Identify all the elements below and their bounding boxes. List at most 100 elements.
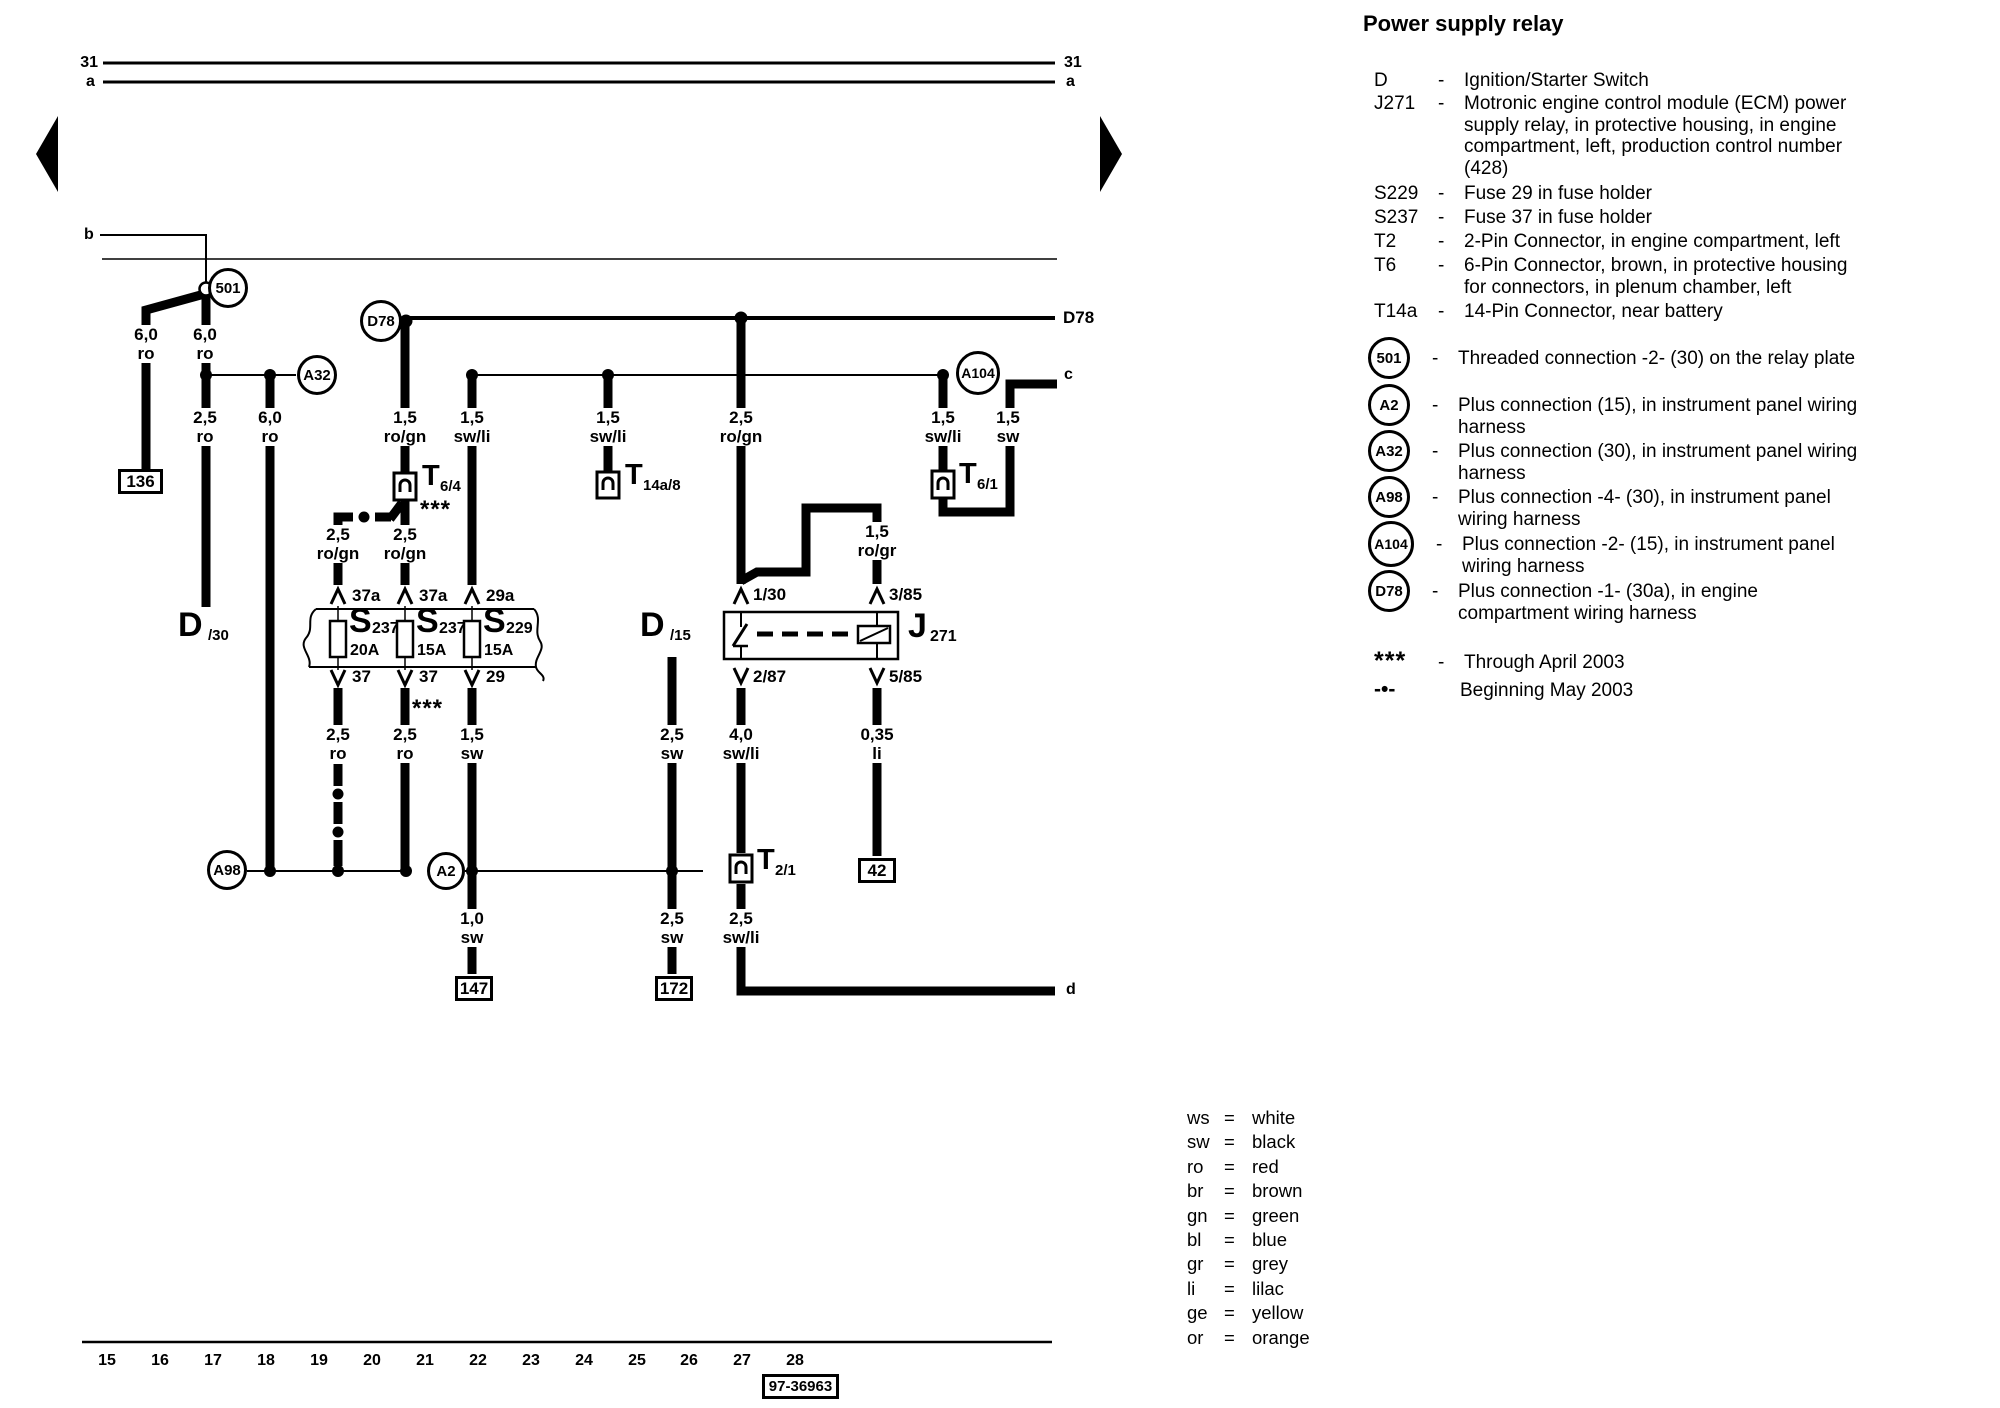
- wire-label: 2,5 ro: [190, 408, 220, 446]
- connection-description: Plus connection (30), in instrument pane…: [1458, 441, 1858, 484]
- stars-symbol: ***: [1374, 647, 1407, 675]
- connection-d78: D78: [360, 300, 402, 342]
- dashdot-dot: [332, 788, 344, 800]
- color-abbr: ws: [1187, 1107, 1210, 1128]
- fuse-symbol: [395, 619, 415, 659]
- relay-terminal-1-30: 1/30: [753, 585, 787, 604]
- color-abbr: or: [1187, 1326, 1204, 1348]
- connector-t21-pins: 2/1: [775, 862, 796, 879]
- color-name: green: [1252, 1204, 1300, 1226]
- wire-label: 1,5 sw: [457, 725, 487, 763]
- ignition-switch-d15-terminal: /15: [670, 627, 691, 644]
- connection-a104: A104: [956, 351, 1000, 395]
- wire-label: 2,5 ro/gn: [313, 525, 363, 563]
- dashdot-dot: [332, 826, 344, 838]
- legend-entry-a32: A32 - Plus connection (30), in instrumen…: [1368, 430, 1974, 484]
- connection-a32: A32: [297, 355, 337, 395]
- component-code: S237: [1374, 207, 1419, 228]
- legend-note-dashdot: -•- Beginning May 2003: [1374, 679, 1974, 702]
- wire-label: 2,5 sw: [657, 909, 687, 947]
- legend-entry-501: 501 - Threaded connection -2- (30) on th…: [1368, 337, 1974, 379]
- fuse3-amps: 15A: [484, 642, 514, 659]
- separator-dash: -: [1438, 231, 1445, 252]
- wire-t21-d: [736, 884, 1055, 996]
- connection-description: Plus connection (15), in instrument pane…: [1458, 395, 1858, 438]
- connection-circle-a98: A98: [1368, 476, 1410, 518]
- separator-dash: -: [1436, 534, 1443, 555]
- color-code-row: br = brown: [1187, 1179, 1310, 1203]
- wire-label: 2,5 ro/gn: [380, 525, 430, 563]
- color-name: brown: [1252, 1180, 1303, 1202]
- separator-dash: -: [1438, 207, 1445, 228]
- color-code-row: sw = black: [1187, 1130, 1310, 1154]
- relay-number: 271: [930, 628, 957, 645]
- connection-circle-d78: D78: [1368, 570, 1410, 612]
- connection-501: 501: [208, 268, 248, 308]
- relay-coil-symbol: [856, 613, 892, 658]
- wire-label: 4,0 sw/li: [719, 725, 763, 763]
- color-abbr: br: [1187, 1180, 1204, 1202]
- rail-c-label: c: [1064, 366, 1073, 383]
- track-number: 16: [151, 1352, 169, 1369]
- rail-d78-label: D78: [1063, 308, 1095, 327]
- junction-dots: [200, 311, 949, 877]
- fuse3-number: 229: [506, 620, 533, 637]
- color-code-row: ge = yellow: [1187, 1301, 1310, 1325]
- color-name: black: [1252, 1131, 1296, 1153]
- legend-entry-t6: T6 - 6-Pin Connector, brown, in protecti…: [1374, 255, 1974, 298]
- component-description: 6-Pin Connector, brown, in protective ho…: [1464, 255, 1848, 298]
- separator-dash: -: [1438, 70, 1445, 91]
- component-description: Fuse 29 in fuse holder: [1464, 183, 1653, 204]
- connector-t64-symbol: T: [422, 460, 440, 492]
- track-number: 18: [257, 1352, 275, 1369]
- equals-sign: =: [1224, 1155, 1235, 1177]
- separator-dash: -: [1438, 183, 1445, 204]
- wire-label: 1,5 sw/li: [450, 408, 494, 446]
- equals-sign: =: [1224, 1326, 1235, 1348]
- separator-dash: -: [1432, 581, 1439, 602]
- equals-sign: =: [1224, 1204, 1235, 1226]
- connection-a98: A98: [207, 850, 247, 890]
- connector-t61-symbol: T: [959, 458, 977, 490]
- equals-sign: =: [1224, 1302, 1235, 1324]
- track-number: 22: [469, 1352, 487, 1369]
- wire-label: 1,5 sw: [993, 408, 1023, 446]
- separator-dash: -: [1438, 255, 1445, 276]
- color-abbr: ro: [1187, 1155, 1204, 1177]
- through-april-2003-marker: ***: [420, 496, 452, 523]
- relay-box: [722, 610, 900, 661]
- relay-terminal-2-87: 2/87: [753, 667, 787, 686]
- connection-a2: A2: [427, 852, 465, 890]
- legend-entry-t2: T2 - 2-Pin Connector, in engine compartm…: [1374, 231, 1974, 253]
- component-description: 14-Pin Connector, near battery: [1464, 301, 1723, 322]
- terminal-box-147: 147: [455, 976, 493, 1001]
- color-abbr: bl: [1187, 1229, 1202, 1251]
- connector-t14a8-symbol: T: [625, 459, 643, 491]
- track-number: 23: [522, 1352, 540, 1369]
- component-description: 2-Pin Connector, in engine compartment, …: [1464, 231, 1840, 252]
- wire-label: 0,35 li: [857, 725, 897, 763]
- relay-terminal-3-85: 3/85: [889, 585, 923, 604]
- separator-dash: -: [1432, 441, 1439, 462]
- wire-label: 6,0 ro: [255, 408, 285, 446]
- rail-a-left-label: a: [86, 73, 95, 90]
- wire-label: 2,5 ro/gn: [716, 408, 766, 446]
- fuse3-bottom-terminal: 29: [486, 667, 505, 686]
- ignition-switch-d15-symbol: D: [640, 606, 665, 644]
- terminal-box-42: 42: [858, 858, 896, 883]
- fuse-band-right-wave: [533, 608, 545, 682]
- legend-note-stars: *** - Through April 2003: [1374, 647, 1974, 675]
- color-code-row: li = lilac: [1187, 1277, 1310, 1301]
- rail-d-label: d: [1066, 981, 1076, 998]
- track-number: 17: [204, 1352, 222, 1369]
- rail-b-label: b: [84, 226, 94, 243]
- color-name: white: [1252, 1107, 1296, 1128]
- connector-icons: [392, 469, 956, 884]
- equals-sign: =: [1224, 1107, 1235, 1128]
- legend-entry-s237: S237 - Fuse 37 in fuse holder: [1374, 207, 1974, 229]
- component-description: Motronic engine control module (ECM) pow…: [1464, 93, 1847, 179]
- ignition-switch-d30-symbol: D: [178, 606, 203, 644]
- fuse3-top-terminal: 29a: [486, 586, 515, 605]
- legend-entry-j271: J271 - Motronic engine control module (E…: [1374, 93, 1974, 179]
- color-code-row: bl = blue: [1187, 1228, 1310, 1252]
